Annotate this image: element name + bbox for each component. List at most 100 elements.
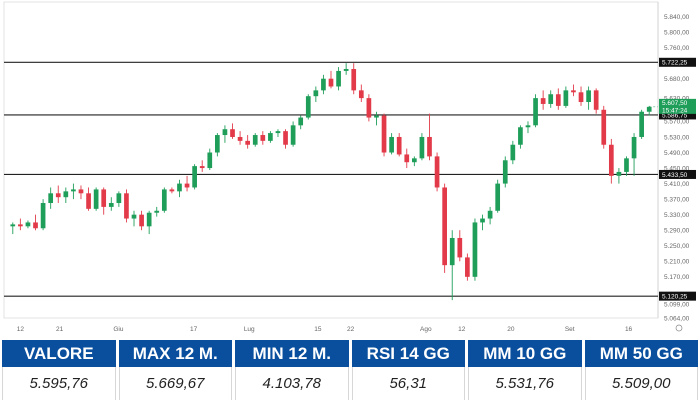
stats-table: VALORE 5.595,76 MAX 12 M. 5.669,67 MIN 1…: [2, 340, 698, 400]
level-tag: [659, 291, 696, 301]
candle-body: [434, 156, 440, 188]
candle-body: [381, 115, 387, 153]
stat-value: 5.509,00: [584, 367, 698, 400]
candle-body: [631, 136, 637, 159]
candle-body: [86, 193, 91, 209]
candle-body: [230, 129, 235, 137]
stat-mm-50: MM 50 GG 5.509,00: [584, 340, 698, 400]
stat-value: 5.531,76: [468, 367, 582, 400]
candle-body: [18, 224, 23, 227]
x-tick-label: 17: [190, 326, 198, 333]
candle-body: [207, 152, 213, 169]
level-tag: [659, 110, 696, 120]
candle-body: [389, 136, 394, 153]
stat-rsi-14: RSI 14 GG 56,31: [351, 340, 465, 400]
candle-body: [586, 90, 591, 103]
candle-body: [215, 135, 220, 153]
stat-header: VALORE: [2, 340, 116, 367]
price-chart: 5.840,005.800,005.760,005.680,005.630,00…: [3, 1, 696, 333]
y-tick-label: 5.410,00: [664, 181, 690, 188]
candle-body: [48, 193, 54, 204]
candle-body: [555, 94, 561, 106]
candle-body: [313, 90, 319, 97]
stat-value: 4.103,78: [235, 367, 349, 400]
candle-body: [487, 210, 493, 219]
plot-frame: [3, 1, 659, 319]
candle-body: [192, 166, 197, 188]
candle-body: [10, 224, 16, 227]
candle-body: [124, 193, 129, 219]
level-label: 5.586,75: [662, 112, 688, 119]
y-tick-label: 5.800,00: [664, 29, 690, 36]
x-tick-label: 16: [625, 326, 633, 333]
candle-body: [563, 90, 569, 106]
x-tick-label: 22: [347, 326, 355, 333]
level-label: 5.722,25: [662, 60, 688, 67]
candle-body: [298, 117, 304, 126]
candle-body: [646, 106, 652, 112]
candle-body: [222, 129, 228, 136]
candle-body: [177, 183, 182, 192]
current-price-label: 5.607,50: [662, 100, 688, 107]
y-tick-label: 5.680,00: [664, 76, 690, 83]
candle-body: [442, 187, 447, 266]
candle-body: [593, 90, 599, 110]
candle-body: [571, 90, 576, 93]
clock-icon: [675, 324, 683, 332]
y-tick-label: 5.450,00: [664, 165, 690, 172]
candle-body: [78, 189, 84, 194]
stat-min-12m: MIN 12 M. 4.103,78: [235, 340, 349, 400]
stat-valore: VALORE 5.595,76: [2, 340, 116, 400]
stat-value: 56,31: [351, 367, 465, 400]
candle-body: [427, 136, 432, 157]
candle-body: [169, 189, 175, 192]
x-tick-label: Giu: [113, 326, 124, 333]
candle-body: [411, 158, 417, 163]
candle-body: [154, 210, 160, 213]
candle-body: [495, 183, 501, 211]
candle-body: [139, 214, 144, 227]
candle-body: [108, 203, 114, 207]
y-tick-label: 5.760,00: [664, 45, 690, 52]
candle-body: [449, 237, 455, 266]
candle-body: [419, 136, 425, 159]
candle-body: [116, 193, 122, 204]
candle-body: [533, 98, 538, 126]
stat-header: MM 50 GG: [584, 340, 698, 367]
candle-body: [71, 189, 76, 192]
candle-body: [608, 144, 614, 176]
y-tick-label: 5.250,00: [664, 243, 690, 250]
candle-body: [25, 222, 31, 227]
x-tick-label: 21: [56, 326, 64, 333]
candle-body: [146, 212, 152, 227]
y-tick-label: 5.330,00: [664, 212, 690, 219]
stat-mm-10: MM 10 GG 5.531,76: [468, 340, 582, 400]
candle-body: [578, 92, 584, 103]
candle-body: [328, 78, 334, 87]
y-tick-label: 5.099,00: [664, 302, 690, 309]
candle-body: [63, 191, 69, 198]
stat-header: MAX 12 M.: [118, 340, 232, 367]
level-tag: [659, 169, 696, 179]
candle-body: [260, 135, 266, 141]
y-tick-label: 5.170,00: [664, 274, 690, 281]
candle-body: [184, 183, 190, 188]
y-tick-label: 5.840,00: [664, 14, 690, 21]
candle-body: [237, 136, 243, 141]
candle-body: [268, 133, 273, 141]
y-tick-label: 5.570,00: [664, 119, 690, 126]
candle-body: [502, 160, 508, 184]
x-tick-label: Set: [565, 326, 575, 333]
candle-body: [525, 125, 531, 128]
candle-body: [480, 218, 485, 223]
candle-body: [283, 131, 288, 145]
candle-body: [275, 131, 281, 134]
stat-value: 5.669,67: [118, 367, 232, 400]
candle-body: [161, 189, 167, 211]
candle-body: [639, 111, 644, 137]
stat-header: MIN 12 M.: [235, 340, 349, 367]
y-tick-label: 5.210,00: [664, 259, 690, 266]
level-label: 5.433,50: [662, 172, 688, 179]
candle-body: [33, 222, 38, 229]
candle-body: [40, 203, 46, 229]
